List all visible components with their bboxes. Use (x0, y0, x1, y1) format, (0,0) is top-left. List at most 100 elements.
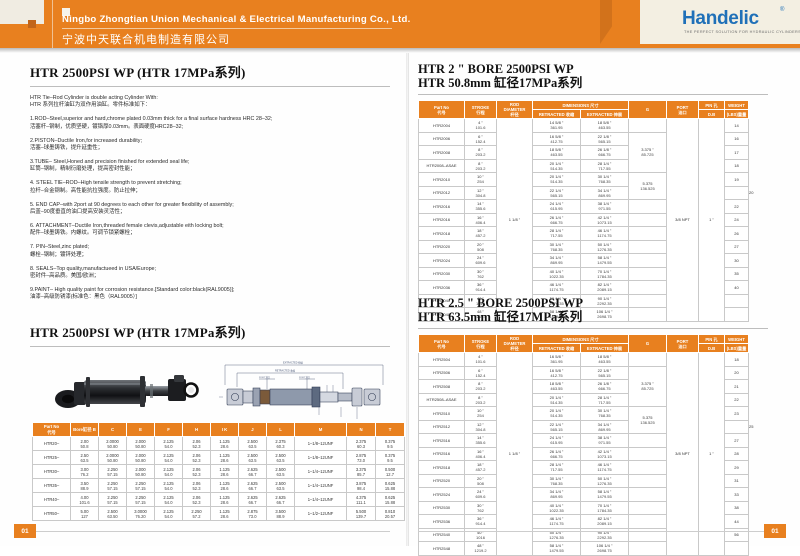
spec-item-cn: 活塞–球墨铸铁，提升延重性； (30, 145, 104, 152)
cell-stroke: 18 " 457.2 (464, 226, 497, 241)
spec-item-en: 3.TUBE– Steel,Honed and precision finish… (30, 158, 190, 165)
cell-retracted: 16 5/8 " 361.95 (532, 352, 581, 367)
col-h: H (182, 422, 211, 437)
cell-stroke: 10 " 254 (464, 406, 497, 421)
cell-retracted: 58 1/4 " 1479.55 (532, 307, 581, 322)
cell-extracted: 22 1/8 " 565.15 (580, 131, 629, 146)
table-row: HTR2048 48 " 1219.2 58 1/4 " 1479.55 106 1/4 … (418, 307, 749, 322)
cell-stroke: 12 " 304.8 (464, 185, 497, 200)
header-divider (52, 0, 53, 48)
cell-stroke: 8 " 203.2 (464, 158, 497, 173)
cell-extracted: 28 1/4 " 717.55 (580, 158, 629, 173)
cell-l: 2.625 66.7 (266, 492, 295, 507)
spec-item-en: 7. PIN–Steel,zinc plated; (30, 244, 90, 251)
header-notch (0, 0, 44, 24)
svg-text:PORT 油口: PORT 油口 (259, 375, 270, 379)
spec-item-en: 5. END CAP–with 2port at 90 degrees to e… (30, 201, 234, 208)
cell-h: 2.06 52.3 (182, 492, 211, 507)
cell-extracted: 46 1/4 " 1174.75 (580, 226, 629, 241)
cell-extracted: 106 1/4 " 2698.75 (580, 541, 629, 556)
cell-c: 2.0000 50.80 (98, 436, 127, 451)
cell-part-no: HTR2010 (418, 172, 465, 187)
cell-retracted: 40 1/4 " 1022.35 (532, 500, 581, 515)
cell-extracted: 30 1/4 " 768.35 (580, 406, 629, 421)
cell-m: 1–1/8–12UNF (294, 450, 347, 465)
cell-weight (724, 293, 749, 308)
table-row: HTR2008–ASAE 8 " 203.2 20 1/4 " 514.35 28 1/4… (418, 158, 749, 173)
cell-retracted: 18 5/8 " 463.55 (532, 145, 581, 160)
cell-stroke: 16 " 406.4 (464, 446, 497, 461)
spec-item-en: 9.PAINT– High quality paint for corrosio… (30, 286, 235, 293)
specification-section: HTR 2500PSI WP (HTR 17MPa系列) HTR Tie–Rod… (30, 62, 390, 302)
header-shadow (0, 48, 800, 53)
col-m: M (294, 422, 347, 437)
cell-part-no: HTR2036 (418, 280, 465, 295)
col-j: J (238, 422, 267, 437)
spec-item-cn: 活塞杆–钢制，优质坚硬，镀铬厚0.03mm。表面硬度HRC28–32; (30, 123, 184, 130)
cell-stroke: 12 " 304.8 (464, 419, 497, 434)
cell-b: 5.00 127 (70, 506, 99, 521)
cell-part-no: HTR2048 (418, 307, 465, 322)
cell-n: 2.375 60.3 (346, 436, 376, 451)
cell-retracted: 20 1/4 " 514.35 (532, 392, 581, 407)
cell-retracted: 30 1/4 " 768.35 (532, 473, 581, 488)
cell-g: 3.375 " 85.725 (628, 365, 667, 407)
cell-m: 1–1/2–12UNF (294, 506, 347, 521)
cell-weight: 18 (724, 158, 749, 173)
col-rod-diameter: ROD DIAMETER 杆径 (496, 100, 533, 119)
cell-pin: 1 " (698, 118, 725, 322)
cell-b: 2.00 50.8 (70, 436, 99, 451)
col-stroke: STROKE 行程 (464, 334, 497, 353)
cell-f: 2.125 54.0 (154, 436, 183, 451)
cell-t: 0.810 20.57 (375, 506, 405, 521)
cell-retracted: 18 5/8 " 463.55 (532, 379, 581, 394)
cell-retracted: 58 1/4 " 1479.55 (532, 541, 581, 556)
cell-e: 2.250 57.15 (126, 478, 155, 493)
table-row: HTR2036 36 " 914.4 46 1/4 " 1174.75 82 1/4 " 2… (418, 280, 749, 295)
cell-weight: 31 (724, 473, 749, 488)
cell-stroke: 14 " 355.6 (464, 199, 497, 214)
cell-extracted: 26 1/8 " 666.75 (580, 379, 629, 394)
cell-stroke: 36 " 914.4 (464, 280, 497, 295)
cell-g (628, 307, 667, 322)
cell-extracted: 82 1/4 " 2089.15 (580, 514, 629, 529)
cell-stroke: 8 " 203.2 (464, 379, 497, 394)
table-row: HTR2508 8 " 203.2 18 5/8 " 463.55 26 1/8 " 666… (418, 379, 749, 394)
table-row: HTR25– 2.50 63.5 2.0000 50.80 2.000 50.80 2.125… (32, 450, 405, 465)
cell-c: 2.500 63.50 (98, 506, 127, 521)
cell-extracted: 34 1/4 " 869.95 (580, 419, 629, 434)
cell-m: 1–1/8–12UNF (294, 436, 347, 451)
cell-port: 3/8 NPT (666, 352, 699, 556)
cell-retracted: 20 1/4 " 514.35 (532, 158, 581, 173)
cell-stroke: 40 " 1016 (464, 293, 497, 308)
cell-l: 2.375 60.3 (266, 436, 295, 451)
svg-text:EXTRACTED 伸展: EXTRACTED 伸展 (283, 361, 304, 365)
table-row: HTR2004 4 " 101.6 1 1/8 " 14 5/8 " 361.95 18 5… (418, 118, 749, 322)
col-weight-sub: (LBS)重量 (724, 109, 749, 119)
cell-f: 2.125 54.0 (154, 478, 183, 493)
bore2-header-row-2: RETRACTED 收缩 EXTRACTED 伸展 D.B (LBS)重量 (419, 109, 749, 119)
cell-weight: 33 (724, 487, 749, 502)
cell-b: 3.00 76.2 (70, 464, 99, 479)
table-row: HTR2512 12 " 304.8 22 1/4 " 565.15 34 1/4 " 86… (418, 419, 753, 434)
col-bore: Bore缸径 B (70, 422, 99, 437)
table-row: HTR2016 16 " 406.4 26 1/4 " 666.75 42 1/4 " 10… (418, 212, 749, 227)
col-port: PORT 油口 (666, 334, 699, 353)
spec-item-en: 6. ATTACHMENT–Ductile Iron,threaded fema… (30, 222, 224, 229)
cell-part-no: HTR2508–ASAE (418, 392, 465, 407)
col-pin: PIN 孔 (698, 334, 725, 344)
cell-stroke: 20 " 508 (464, 473, 497, 488)
cell-g (628, 253, 667, 268)
cell-ik: 1.125 28.6 (210, 478, 239, 493)
cell-e: 2.250 57.15 (126, 492, 155, 507)
cell-g (724, 419, 749, 434)
cell-stroke: 8 " 203.2 (464, 392, 497, 407)
cell-part-no: HTR2510 (418, 406, 465, 421)
cell-e: 2.000 50.80 (126, 436, 155, 451)
cell-weight: 30 (724, 253, 749, 268)
cell-retracted: 50 1/4 " 1276.35 (532, 293, 581, 308)
cell-retracted: 26 1/4 " 666.75 (532, 212, 581, 227)
header-square-light-icon (62, 8, 70, 16)
cell-g (724, 185, 749, 200)
cell-rod-diameter: 1 1/8 " (496, 352, 533, 556)
